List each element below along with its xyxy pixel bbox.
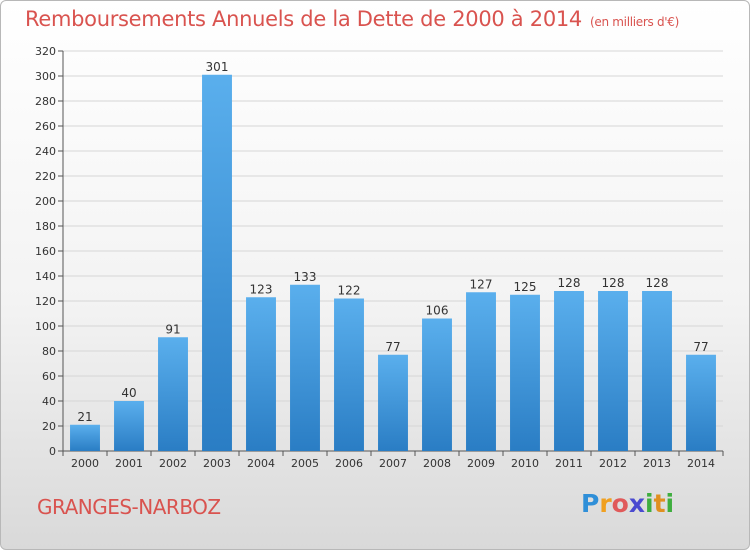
y-tick-label: 40 <box>42 395 56 408</box>
bar-value-label: 123 <box>250 282 273 296</box>
x-tick-label: 2013 <box>643 457 671 470</box>
y-tick-label: 300 <box>35 70 56 83</box>
logo-letter: t <box>653 489 666 518</box>
y-tick-label: 80 <box>42 345 56 358</box>
bar-value-label: 128 <box>602 276 625 290</box>
bar <box>290 284 320 451</box>
x-tick-label: 2004 <box>247 457 275 470</box>
bar <box>114 401 144 451</box>
x-tick-label: 2003 <box>203 457 231 470</box>
x-tick-label: 2005 <box>291 457 319 470</box>
x-tick-label: 2006 <box>335 457 363 470</box>
y-tick-label: 140 <box>35 270 56 283</box>
bar-value-label: 21 <box>77 410 92 424</box>
y-tick-label: 260 <box>35 120 56 133</box>
y-tick-label: 240 <box>35 145 56 158</box>
y-tick-label: 160 <box>35 245 56 258</box>
y-tick-label: 100 <box>35 320 56 333</box>
x-tick-label: 2000 <box>71 457 99 470</box>
chart-title-text: Remboursements Annuels de la Dette de 20… <box>25 7 582 31</box>
y-tick-label: 60 <box>42 370 56 383</box>
y-tick-label: 280 <box>35 95 56 108</box>
logo-letter: o <box>611 489 629 518</box>
bar-value-label: 127 <box>470 277 493 291</box>
bar-value-label: 77 <box>385 340 400 354</box>
x-tick-label: 2010 <box>511 457 539 470</box>
bar <box>598 291 628 451</box>
y-tick-labels: 0 20 40 60 80 100 120 140 160 180 200 220 240 260 280 3… <box>35 45 56 458</box>
logo-letter: i <box>665 489 675 518</box>
proxiti-logo[interactable]: Proxiti <box>581 489 674 518</box>
y-tick-label: 180 <box>35 220 56 233</box>
bar <box>466 292 496 451</box>
bar <box>202 74 232 451</box>
logo-letter: P <box>581 489 600 518</box>
chart-unit: (en milliers d'€) <box>590 15 680 29</box>
bar-value-label: 77 <box>693 340 708 354</box>
logo-letter: i <box>645 489 654 518</box>
bar <box>246 297 276 451</box>
bar-value-label: 122 <box>338 284 361 298</box>
y-tick-label: 200 <box>35 195 56 208</box>
value-labels: 21 40 91 301 123 133 122 77 106 127 125 128 128 128 77 <box>77 60 708 424</box>
bar <box>158 337 188 451</box>
x-tick-label: 2011 <box>555 457 583 470</box>
y-tick-label: 220 <box>35 170 56 183</box>
bars <box>70 74 716 451</box>
y-tick-label: 120 <box>35 295 56 308</box>
y-tick-label: 0 <box>49 445 56 458</box>
city-name: GRANGES-NARBOZ <box>37 495 221 519</box>
bar-value-label: 128 <box>646 276 669 290</box>
logo-letter: x <box>628 489 645 518</box>
bar <box>510 294 540 451</box>
x-tick-label: 2008 <box>423 457 451 470</box>
bar <box>554 291 584 451</box>
x-tick-label: 2001 <box>115 457 143 470</box>
bar <box>642 291 672 451</box>
bar <box>422 318 452 451</box>
bar-value-label: 40 <box>121 386 136 400</box>
y-tick-label: 20 <box>42 420 56 433</box>
bar-value-label: 125 <box>514 280 537 294</box>
logo-letter: r <box>599 489 612 518</box>
bar <box>686 354 716 451</box>
x-tick-label: 2009 <box>467 457 495 470</box>
bar-value-label: 128 <box>558 276 581 290</box>
x-tick-label: 2012 <box>599 457 627 470</box>
y-tick-label: 320 <box>35 45 56 58</box>
bar-value-label: 91 <box>165 322 180 336</box>
x-tick-labels: 2000 2001 2002 2003 2004 2005 2006 2007 2008 2009… <box>71 457 715 470</box>
x-tick-label: 2007 <box>379 457 407 470</box>
bar <box>70 424 100 451</box>
chart-title: Remboursements Annuels de la Dette de 20… <box>25 7 679 31</box>
bar <box>378 354 408 451</box>
bar-value-label: 301 <box>206 60 229 74</box>
x-tick-label: 2002 <box>159 457 187 470</box>
bar-value-label: 106 <box>426 304 449 318</box>
x-tick-label: 2014 <box>687 457 715 470</box>
bar <box>334 298 364 451</box>
bar-value-label: 133 <box>294 270 317 284</box>
